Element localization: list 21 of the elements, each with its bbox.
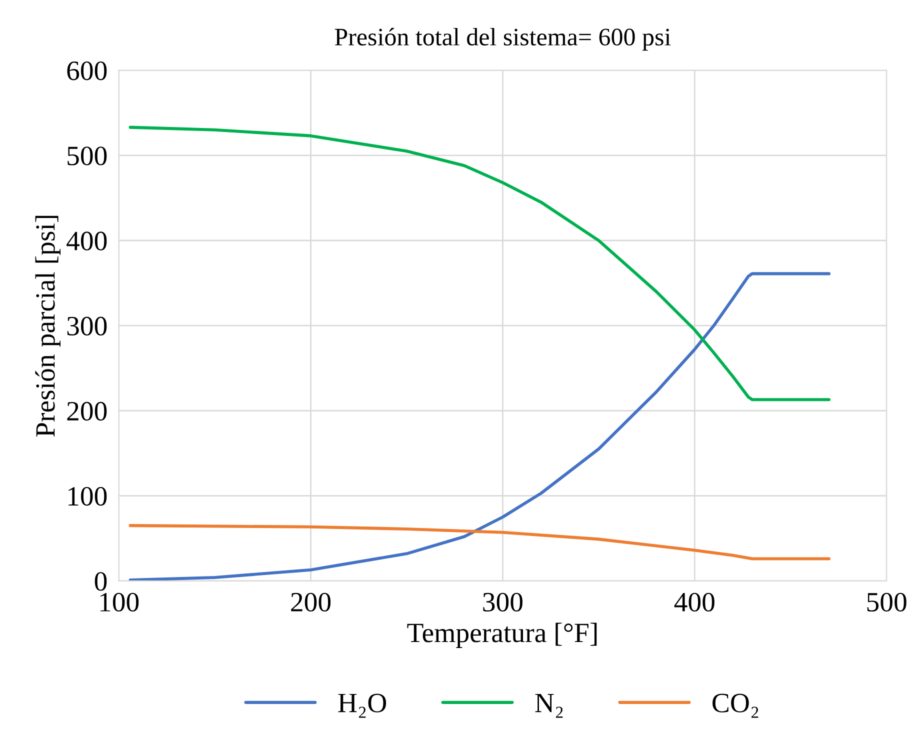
y-tick-label: 500 [68,146,107,166]
x-axis-title: Temperatura [°F] [407,622,597,648]
line-series [128,272,831,581]
y-tick-label: 0 [94,572,107,591]
y-tick-label: 300 [67,316,107,336]
y-tick-label: 400 [66,232,107,250]
line-series [128,524,831,560]
legend-label: H₂O [338,694,386,718]
y-tick-label: 200 [67,402,107,421]
x-tick-label: 200 [291,592,331,612]
x-tick-label: 400 [674,592,714,612]
line-series [128,126,831,402]
x-tick-label: 100 [100,592,139,612]
legend-label: N₂ [535,694,563,718]
x-tick-label: 500 [867,592,906,612]
x-tick-label: 300 [483,592,522,612]
legend-label: CO₂ [712,694,758,718]
y-tick-label: 100 [68,486,107,506]
y-tick-label: 600 [67,61,107,80]
chart-title: Presión total del sistema= 600 psi [334,28,671,51]
y-axis-title: Presión parcial [psi] [35,216,60,437]
